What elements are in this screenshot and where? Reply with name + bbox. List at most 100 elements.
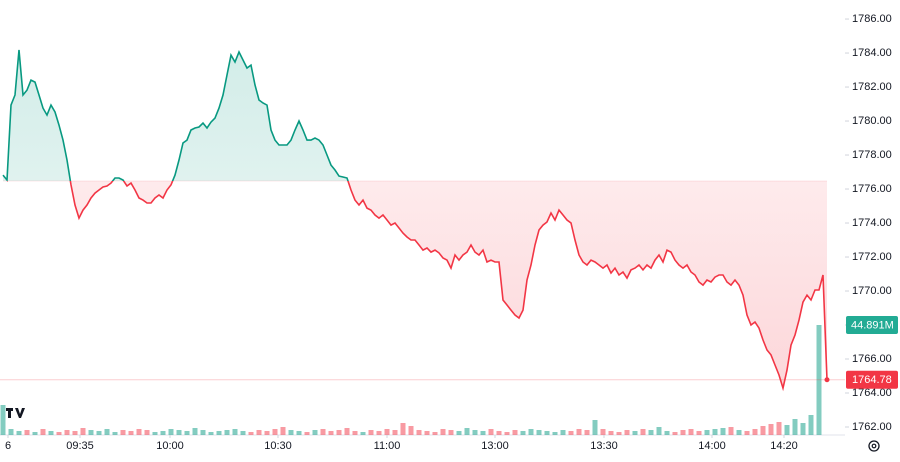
volume-bar bbox=[632, 431, 638, 435]
volume-bar bbox=[304, 432, 310, 435]
volume-bar bbox=[40, 429, 46, 435]
y-tick-label: 1772.00 bbox=[852, 251, 892, 263]
x-tick-label: 13:30 bbox=[590, 440, 618, 452]
y-tick-label: 1766.00 bbox=[852, 353, 892, 365]
volume-tag bbox=[846, 316, 898, 334]
y-tick-label: 1762.00 bbox=[852, 421, 892, 433]
volume-bar bbox=[712, 429, 718, 435]
volume-bar bbox=[192, 428, 198, 435]
volume-bar bbox=[80, 428, 86, 435]
y-tick-label: 1774.00 bbox=[852, 217, 892, 229]
volume-bar bbox=[448, 430, 454, 435]
last-price-tag bbox=[846, 370, 898, 389]
volume-bar bbox=[272, 429, 278, 435]
volume-bar bbox=[440, 429, 446, 435]
y-tick-label: 1778.00 bbox=[852, 149, 892, 161]
volume-bar bbox=[88, 430, 94, 435]
volume-bar bbox=[656, 427, 662, 435]
volume-bar bbox=[312, 430, 318, 435]
volume-bar bbox=[216, 431, 222, 435]
volume-bar bbox=[512, 430, 518, 435]
volume-bar bbox=[576, 429, 582, 435]
volume-bar bbox=[592, 420, 598, 435]
x-tick-label: 10:00 bbox=[156, 440, 184, 452]
volume-bar bbox=[112, 432, 118, 435]
volume-bar bbox=[72, 431, 78, 435]
volume-bar bbox=[784, 425, 790, 435]
y-tick-label: 1782.00 bbox=[852, 81, 892, 93]
y-tick-label: 1786.00 bbox=[852, 13, 892, 25]
volume-bar bbox=[552, 432, 558, 435]
volume-bar bbox=[400, 423, 406, 435]
volume-bar bbox=[328, 431, 334, 435]
last-price-label: 1764.78 bbox=[852, 374, 892, 386]
volume-bar bbox=[352, 431, 358, 435]
volume-bar bbox=[464, 428, 470, 435]
volume-bar bbox=[568, 431, 574, 435]
y-tick-label: 1784.00 bbox=[852, 47, 892, 59]
y-tick-label: 1780.00 bbox=[852, 115, 892, 127]
volume-bar bbox=[168, 429, 174, 435]
volume-bar bbox=[488, 429, 494, 435]
volume-bar bbox=[608, 431, 614, 435]
x-tick-label: 13:00 bbox=[481, 440, 509, 452]
volume-bar bbox=[104, 429, 110, 435]
volume-bar bbox=[376, 431, 382, 435]
line-down bbox=[6, 181, 828, 392]
area-down bbox=[3, 181, 827, 389]
volume-bar bbox=[520, 431, 526, 435]
volume-bar bbox=[736, 430, 742, 435]
volume-bar bbox=[752, 429, 758, 435]
tv-logo bbox=[3, 403, 27, 423]
volume-bar bbox=[472, 430, 478, 435]
volume-bar bbox=[672, 432, 678, 435]
volume-bar bbox=[264, 431, 270, 435]
volume-bar bbox=[344, 428, 350, 435]
volume-bar bbox=[504, 432, 510, 435]
volume-bar bbox=[120, 430, 126, 435]
volume-label: 44.891M bbox=[851, 319, 894, 331]
volume-bar bbox=[296, 431, 302, 435]
y-tick-label: 1764.00 bbox=[852, 387, 892, 399]
volume-bar bbox=[688, 429, 694, 435]
volume-bar bbox=[424, 431, 430, 435]
volume-bar bbox=[624, 430, 630, 435]
volume-bar bbox=[136, 429, 142, 435]
volume-bar bbox=[176, 430, 182, 435]
volume-bar bbox=[416, 430, 422, 435]
volume-bar bbox=[760, 426, 766, 435]
volume-bar bbox=[776, 422, 782, 435]
volume-bar bbox=[544, 431, 550, 435]
volume-bar bbox=[248, 432, 254, 435]
volume-bar bbox=[288, 430, 294, 435]
volume-bar bbox=[240, 431, 246, 435]
volume-bar bbox=[256, 430, 262, 435]
volume-bar bbox=[480, 431, 486, 435]
volume-bar bbox=[808, 415, 814, 435]
volume-bar bbox=[32, 432, 38, 435]
volume-bar bbox=[208, 432, 214, 435]
area-up bbox=[3, 50, 349, 182]
volume-bar bbox=[640, 429, 646, 435]
volume-bar bbox=[616, 432, 622, 435]
volume-bar bbox=[160, 431, 166, 435]
volume-bar bbox=[728, 427, 734, 435]
volume-bar bbox=[48, 431, 54, 435]
volume-bar bbox=[648, 430, 654, 435]
volume-bar bbox=[64, 430, 70, 435]
volume-bar bbox=[384, 429, 390, 435]
volume-bar bbox=[584, 430, 590, 435]
settings-icon[interactable] bbox=[868, 440, 880, 452]
volume-bar bbox=[560, 430, 566, 435]
y-tick-label: 1770.00 bbox=[852, 285, 892, 297]
volume-bar bbox=[8, 429, 14, 435]
volume-bar bbox=[816, 325, 822, 435]
y-tick-label: 1776.00 bbox=[852, 183, 892, 195]
x-tick-label: 6 bbox=[5, 440, 11, 452]
volume-bar bbox=[792, 419, 798, 435]
volume-bar bbox=[368, 430, 374, 435]
volume-bar bbox=[128, 431, 134, 435]
volume-bar bbox=[280, 427, 286, 435]
volume-bar bbox=[320, 429, 326, 435]
